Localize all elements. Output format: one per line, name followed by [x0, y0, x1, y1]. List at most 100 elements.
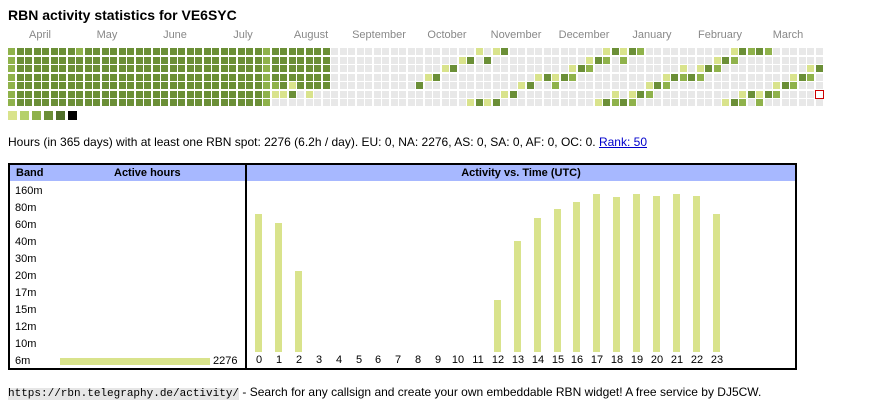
heatmap-cell[interactable]: [569, 90, 576, 98]
heatmap-cell[interactable]: [603, 82, 610, 89]
heatmap-cell[interactable]: [152, 73, 160, 81]
heatmap-cell[interactable]: [271, 82, 279, 89]
heatmap-cell[interactable]: [314, 73, 321, 81]
heatmap-cell[interactable]: [314, 56, 321, 64]
heatmap-cell[interactable]: [484, 99, 491, 106]
heatmap-cell[interactable]: [16, 73, 24, 81]
heatmap-cell[interactable]: [212, 48, 219, 55]
heatmap-cell[interactable]: [662, 56, 670, 64]
heatmap-cell[interactable]: [569, 56, 576, 64]
heatmap-cell[interactable]: [441, 99, 449, 106]
heatmap-cell[interactable]: [195, 99, 202, 106]
heatmap-cell[interactable]: [356, 65, 364, 72]
heatmap-cell[interactable]: [246, 90, 253, 98]
heatmap-cell[interactable]: [314, 48, 321, 55]
heatmap-cell[interactable]: [441, 73, 449, 81]
heatmap-cell[interactable]: [654, 65, 661, 72]
heatmap-cell[interactable]: [297, 90, 304, 98]
heatmap-cell[interactable]: [67, 56, 75, 64]
heatmap-cell[interactable]: [594, 56, 602, 64]
heatmap-cell[interactable]: [679, 65, 687, 72]
heatmap-cell[interactable]: [696, 73, 704, 81]
heatmap-cell[interactable]: [526, 99, 534, 106]
heatmap-cell[interactable]: [509, 56, 517, 64]
heatmap-cell[interactable]: [169, 99, 177, 106]
heatmap-cell[interactable]: [696, 65, 704, 72]
heatmap-cell[interactable]: [399, 73, 406, 81]
heatmap-cell[interactable]: [484, 82, 491, 89]
heatmap-cell[interactable]: [594, 99, 602, 106]
heatmap-cell[interactable]: [195, 82, 202, 89]
heatmap-cell[interactable]: [569, 99, 576, 106]
heatmap-cell[interactable]: [586, 73, 593, 81]
heatmap-cell[interactable]: [577, 73, 585, 81]
heatmap-cell[interactable]: [475, 56, 483, 64]
heatmap-cell[interactable]: [169, 82, 177, 89]
heatmap-cell[interactable]: [331, 48, 338, 55]
heatmap-cell[interactable]: [25, 56, 32, 64]
heatmap-cell[interactable]: [747, 48, 755, 55]
heatmap-cell[interactable]: [475, 65, 483, 72]
heatmap-cell[interactable]: [178, 99, 185, 106]
heatmap-cell[interactable]: [535, 82, 542, 89]
heatmap-cell[interactable]: [203, 48, 211, 55]
heatmap-cell[interactable]: [93, 73, 100, 81]
heatmap-cell[interactable]: [798, 90, 806, 98]
heatmap-cell[interactable]: [543, 90, 551, 98]
heatmap-cell[interactable]: [25, 48, 32, 55]
heatmap-cell[interactable]: [501, 90, 508, 98]
heatmap-cell[interactable]: [713, 73, 721, 81]
heatmap-cell[interactable]: [560, 99, 568, 106]
heatmap-cell[interactable]: [237, 82, 245, 89]
heatmap-cell[interactable]: [620, 48, 627, 55]
heatmap-cell[interactable]: [297, 99, 304, 106]
heatmap-cell[interactable]: [713, 90, 721, 98]
heatmap-cell[interactable]: [382, 90, 389, 98]
heatmap-cell[interactable]: [679, 56, 687, 64]
heatmap-cell[interactable]: [237, 90, 245, 98]
heatmap-cell[interactable]: [59, 56, 66, 64]
heatmap-cell[interactable]: [450, 65, 457, 72]
heatmap-cell[interactable]: [135, 90, 143, 98]
heatmap-cell[interactable]: [186, 65, 194, 72]
heatmap-cell[interactable]: [390, 65, 398, 72]
heatmap-cell[interactable]: [705, 90, 712, 98]
heatmap-cell[interactable]: [407, 65, 415, 72]
heatmap-cell[interactable]: [246, 99, 253, 106]
heatmap-cell[interactable]: [577, 90, 585, 98]
heatmap-cell[interactable]: [764, 48, 772, 55]
heatmap-cell[interactable]: [195, 73, 202, 81]
heatmap-cell[interactable]: [501, 82, 508, 89]
heatmap-cell[interactable]: [628, 90, 636, 98]
heatmap-cell[interactable]: [356, 82, 364, 89]
heatmap-cell[interactable]: [195, 65, 202, 72]
heatmap-cell[interactable]: [603, 65, 610, 72]
heatmap-cell[interactable]: [705, 82, 712, 89]
heatmap-cell[interactable]: [467, 90, 474, 98]
heatmap-cell[interactable]: [628, 48, 636, 55]
heatmap-cell[interactable]: [722, 48, 729, 55]
heatmap-cell[interactable]: [577, 82, 585, 89]
heatmap-cell[interactable]: [730, 90, 738, 98]
heatmap-cell[interactable]: [246, 56, 253, 64]
heatmap-cell[interactable]: [450, 82, 457, 89]
heatmap-cell[interactable]: [662, 99, 670, 106]
heatmap-cell[interactable]: [135, 73, 143, 81]
heatmap-cell[interactable]: [297, 56, 304, 64]
heatmap-cell[interactable]: [76, 65, 83, 72]
heatmap-cell[interactable]: [161, 65, 168, 72]
heatmap-cell[interactable]: [407, 48, 415, 55]
heatmap-cell[interactable]: [16, 82, 24, 89]
heatmap-cell[interactable]: [543, 56, 551, 64]
heatmap-cell[interactable]: [373, 99, 381, 106]
heatmap-cell[interactable]: [688, 82, 695, 89]
heatmap-cell[interactable]: [33, 73, 41, 81]
heatmap-cell[interactable]: [178, 82, 185, 89]
heatmap-cell[interactable]: [288, 56, 296, 64]
heatmap-cell[interactable]: [722, 99, 729, 106]
heatmap-cell[interactable]: [433, 99, 440, 106]
heatmap-cell[interactable]: [509, 48, 517, 55]
heatmap-cell[interactable]: [93, 65, 100, 72]
heatmap-cell[interactable]: [399, 56, 406, 64]
heatmap-cell[interactable]: [501, 56, 508, 64]
